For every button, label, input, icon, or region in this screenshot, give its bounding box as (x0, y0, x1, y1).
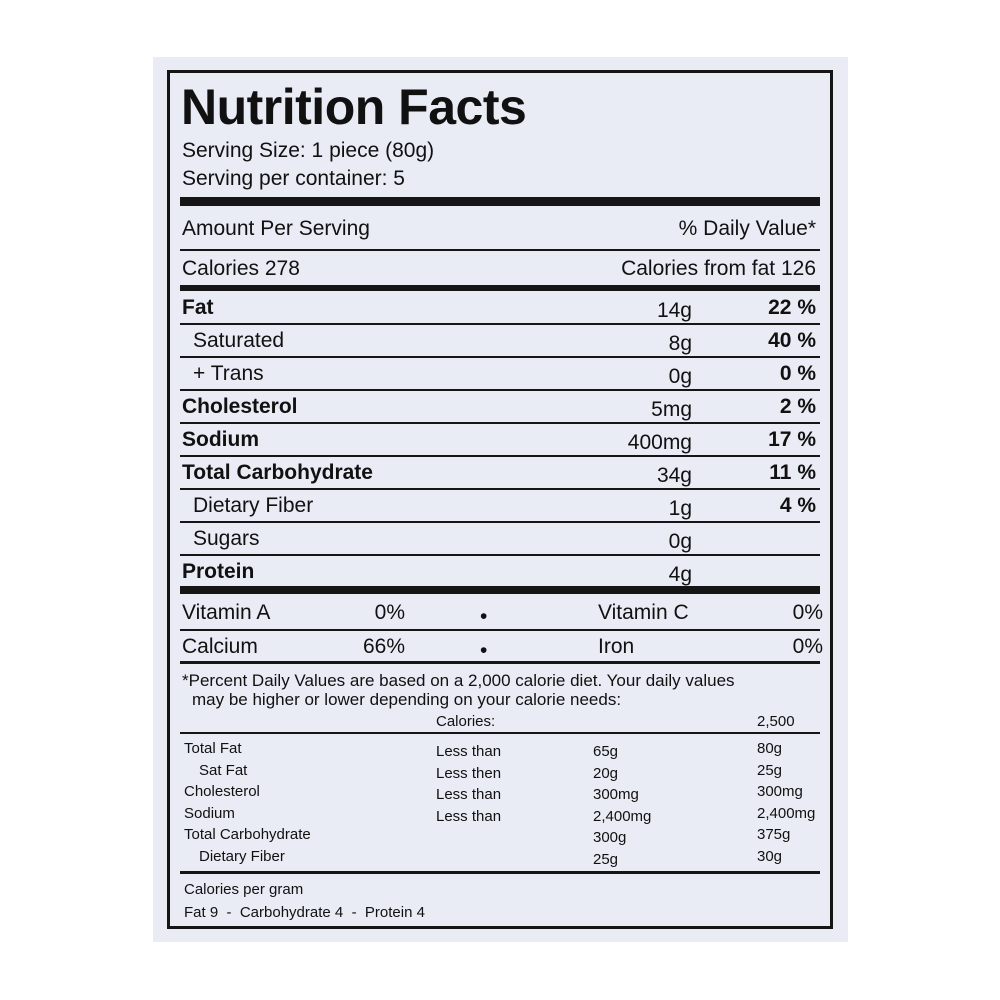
nutrient-amount: 4g (668, 563, 692, 586)
nutrient-name: Fat (182, 296, 214, 319)
divider (180, 554, 820, 556)
daily-row-2000: 25g (593, 850, 619, 868)
daily-row-qualifier: Less than (436, 807, 502, 825)
calories-2500-header: 2,500 (757, 713, 795, 730)
daily-row-2000: 2,400mg (593, 807, 652, 825)
divider (180, 422, 820, 424)
nutrient-amount: 34g (656, 464, 692, 487)
divider (180, 455, 820, 457)
bullet-separator: • (480, 605, 488, 628)
divider (180, 871, 820, 874)
vitamin-name: Iron (598, 635, 635, 658)
nutrient-daily-value: 11 % (769, 461, 816, 484)
daily-row-name: Cholesterol (184, 783, 260, 800)
nutrient-name: Protein (182, 560, 255, 583)
daily-row-name: Total Carbohydrate (184, 826, 311, 843)
nutrient-daily-value: 2 % (779, 395, 816, 418)
nutrient-amount: 0g (668, 365, 692, 388)
daily-row-2000: 20g (593, 764, 619, 782)
bullet-separator: • (480, 639, 488, 662)
calories-per-gram-label: Calories per gram (184, 881, 304, 898)
nutrient-amount: 1g (668, 497, 692, 520)
daily-row-2000: 300g (593, 829, 627, 846)
divider (180, 389, 820, 391)
nutrient-amount: 14g (656, 299, 692, 322)
footnote-line-1: *Percent Daily Values are based on a 2,0… (182, 671, 735, 690)
daily-row-2500: 2,400mg (757, 804, 816, 822)
daily-row-qualifier: Less than (436, 743, 502, 760)
nutrient-amount: 5mg (651, 398, 692, 421)
calories-from-fat: Calories from fat 126 (621, 257, 816, 280)
amount-per-serving: Amount Per Serving (182, 217, 370, 240)
calories-per-gram-values: Fat 9 - Carbohydrate 4 - Protein 4 (184, 904, 425, 921)
nutrient-amount: 400mg (627, 431, 692, 454)
divider (180, 249, 820, 251)
vitamin-value: 0% (792, 601, 823, 624)
daily-row-2000: 65g (593, 743, 619, 760)
vitamin-value: 0% (792, 635, 823, 658)
nutrient-daily-value: 17 % (768, 428, 816, 451)
nutrient-daily-value: 0 % (779, 362, 816, 385)
daily-row-name: Sat Fat (199, 761, 248, 779)
divider (180, 356, 820, 358)
daily-row-2500: 80g (757, 740, 783, 757)
vitamin-name: Calcium (182, 635, 258, 658)
nutrient-amount: 0g (668, 530, 692, 553)
page-title: Nutrition Facts (181, 79, 527, 135)
nutrient-daily-value: 4 % (779, 494, 816, 517)
daily-row-qualifier: Less then (436, 764, 502, 782)
daily-value-header: % Daily Value* (678, 217, 816, 240)
divider (180, 661, 820, 664)
daily-row-2000: 300mg (593, 786, 639, 803)
nutrient-name: Sugars (193, 527, 260, 550)
daily-row-2500: 25g (757, 761, 783, 779)
daily-row-name: Total Fat (184, 740, 242, 757)
nutrient-daily-value: 40 % (768, 329, 816, 352)
vitamin-name: Vitamin C (598, 601, 689, 624)
serving-size: Serving Size: 1 piece (80g) (182, 139, 435, 162)
nutrient-name: + Trans (193, 362, 264, 385)
nutrient-name: Dietary Fiber (193, 494, 314, 517)
nutrient-name: Total Carbohydrate (182, 461, 373, 484)
nutrient-name: Saturated (193, 329, 285, 352)
divider (180, 323, 820, 325)
calories: Calories 278 (182, 257, 300, 280)
daily-row-qualifier: Less than (436, 786, 502, 803)
footnote-line-2: may be higher or lower depending on your… (192, 690, 622, 709)
daily-row-2500: 300mg (757, 783, 803, 800)
divider (180, 488, 820, 490)
daily-row-name: Sodium (184, 804, 235, 822)
calories-header: Calories: (436, 713, 496, 730)
vitamin-value: 0% (374, 601, 405, 624)
vitamin-value: 66% (362, 635, 405, 658)
nutrient-name: Cholesterol (182, 395, 298, 418)
thick-divider (180, 285, 820, 291)
vitamin-name: Vitamin A (182, 601, 271, 624)
divider (180, 732, 820, 734)
daily-row-name: Dietary Fiber (199, 847, 285, 865)
nutrient-daily-value: 22 % (768, 296, 816, 319)
nutrition-facts-border (167, 70, 833, 929)
nutrient-name: Sodium (182, 428, 259, 451)
daily-row-2500: 375g (757, 826, 791, 843)
divider (180, 629, 820, 631)
divider (180, 521, 820, 523)
servings-per-container: Serving per container: 5 (182, 167, 405, 190)
thick-divider (180, 197, 820, 206)
daily-row-2500: 30g (757, 847, 783, 865)
thick-divider (180, 586, 820, 594)
nutrient-amount: 8g (668, 332, 692, 355)
